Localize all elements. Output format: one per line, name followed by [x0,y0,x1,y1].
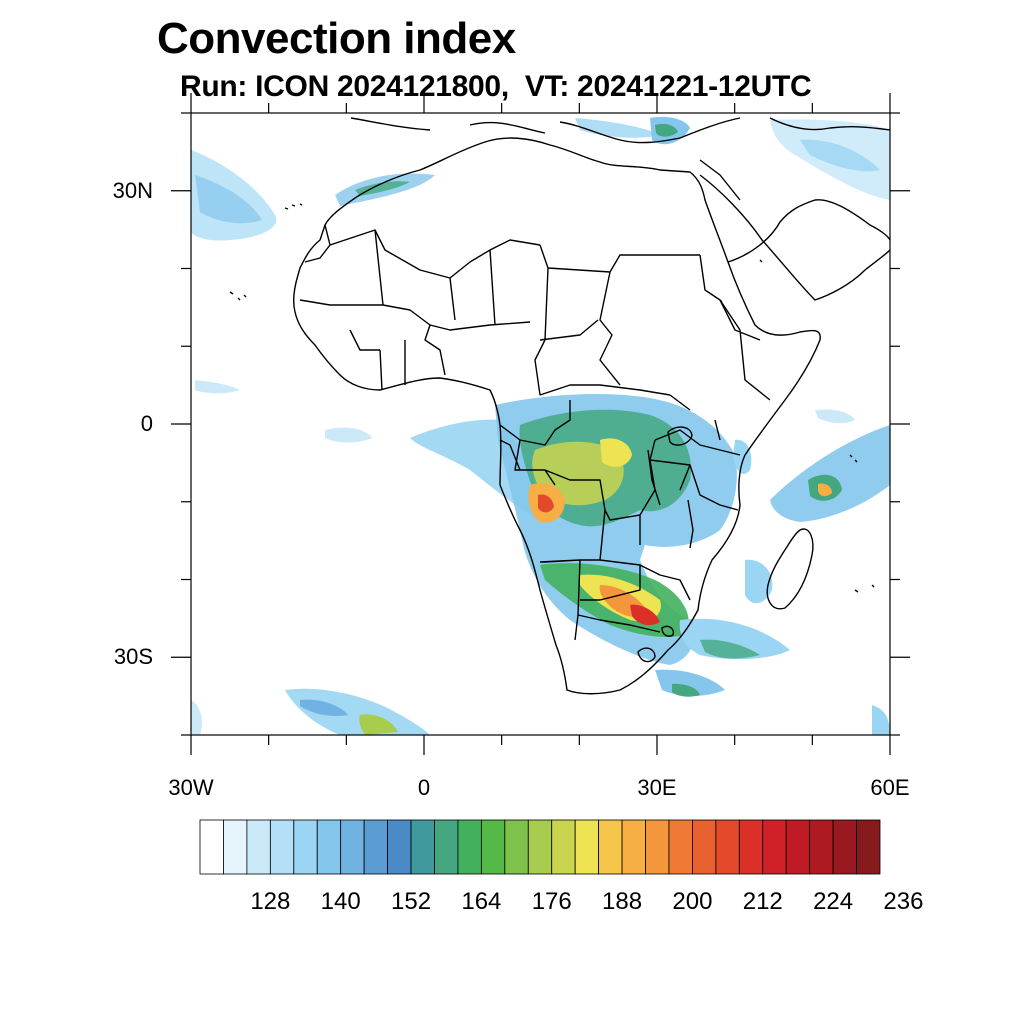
colorbar-swatch [551,819,576,875]
field-morocco-core [355,181,410,196]
field-east-coast [733,439,752,475]
field-sw-west [191,700,202,735]
colorbar-swatch [668,819,693,875]
lon-tick-label: 60E [870,775,910,800]
africa-coastline [293,137,821,695]
colorbar-swatch [387,819,412,875]
colorbar-swatch [316,819,342,875]
colorbar-label: 212 [742,888,783,915]
colorbar-swatch [363,819,388,875]
lake-tanganyika [647,449,661,506]
colorbar-swatch [809,819,834,875]
map-ticks [171,93,910,755]
colorbar-swatch [692,819,717,875]
lon-tick-label: 30W [168,775,214,800]
field-persian-b [800,139,880,172]
lon-tick-label: 30E [637,775,677,800]
field-sa-south-core [672,683,700,697]
colorbar-swatch [715,819,740,875]
lon-tick-label: 0 [417,775,431,800]
colorbar-swatch [246,819,271,875]
colorbar-label: 188 [602,888,643,915]
field-south-atlantic [285,688,430,735]
colorbar-label: 224 [813,888,854,915]
lake-victoria [667,426,693,446]
field-se-corner [872,705,890,735]
lake-malawi [687,499,694,549]
eswatini [661,625,675,637]
colorbar-label: 128 [250,888,291,915]
map-subtitle: Run: ICON 2024121800, VT: 20241221-12UTC [180,70,812,103]
colorbar-label: 164 [461,888,502,915]
field-west-atlantic-eq [195,380,240,394]
map-boundaries [229,117,890,695]
colorbar-swatch [621,819,646,875]
colorbar-swatch [832,819,857,875]
red-sea-islands [719,259,763,303]
colorbar-label: 176 [531,888,572,915]
madagascar-coastline [766,528,814,610]
seychelles [849,454,858,463]
colorbar-swatch [457,819,482,875]
colorbar-swatch [785,819,811,875]
field-north-atlantic-core [195,175,262,224]
field-madagascar-east [745,559,773,604]
convection-field [191,116,890,735]
europe-coastline [350,117,890,144]
colorbar-swatch [199,819,224,875]
colorbar-swatch [598,819,623,875]
colorbar-label: 140 [320,888,361,915]
colorbar-label: 200 [672,888,713,915]
colorbar-swatch [340,819,365,875]
cape-verde [229,291,247,301]
colorbar-swatch [574,819,600,875]
lat-tick-label: 30N [112,177,153,203]
field-mediterranean [575,118,660,138]
field-angola-hot [538,494,554,513]
field-indian-ocean-core [818,483,832,497]
country-borders [299,159,771,641]
field-aegean-core [655,123,678,137]
colorbar-swatch [410,819,435,875]
map-title: Convection index [157,14,516,63]
mascarene [854,584,875,593]
colorbar-label: 152 [391,888,432,915]
field-south-atlantic-core [359,714,398,735]
arabia-coastline [699,174,890,301]
colorbar-swatch [223,819,248,875]
field-southern-africa-red [630,604,660,626]
field-congo-core [600,438,632,467]
colorbar-swatch [527,819,553,875]
colorbar-swatch [269,819,295,875]
colorbar-swatch [504,819,529,875]
colorbar-swatch [645,819,670,875]
canary-islands [284,203,303,210]
colorbar-swatch [762,819,787,875]
field-sa-ocean-east-b [700,639,760,659]
colorbar-swatch [293,819,318,875]
lat-tick-label: 0 [140,411,153,436]
field-indian-ocean-north [815,409,855,424]
lat-tick-label: 30S [113,644,153,670]
colorbar-swatch [434,819,459,875]
colorbar-swatch [856,819,881,875]
colorbar-label: 236 [883,888,924,915]
colorbar [199,819,881,875]
lesotho [637,647,656,663]
colorbar-swatch [738,819,764,875]
field-indian-ocean [770,425,890,522]
colorbar-swatch [480,819,506,875]
field-south-atlantic-b [300,699,348,716]
field-guinea-gulf [325,427,372,443]
